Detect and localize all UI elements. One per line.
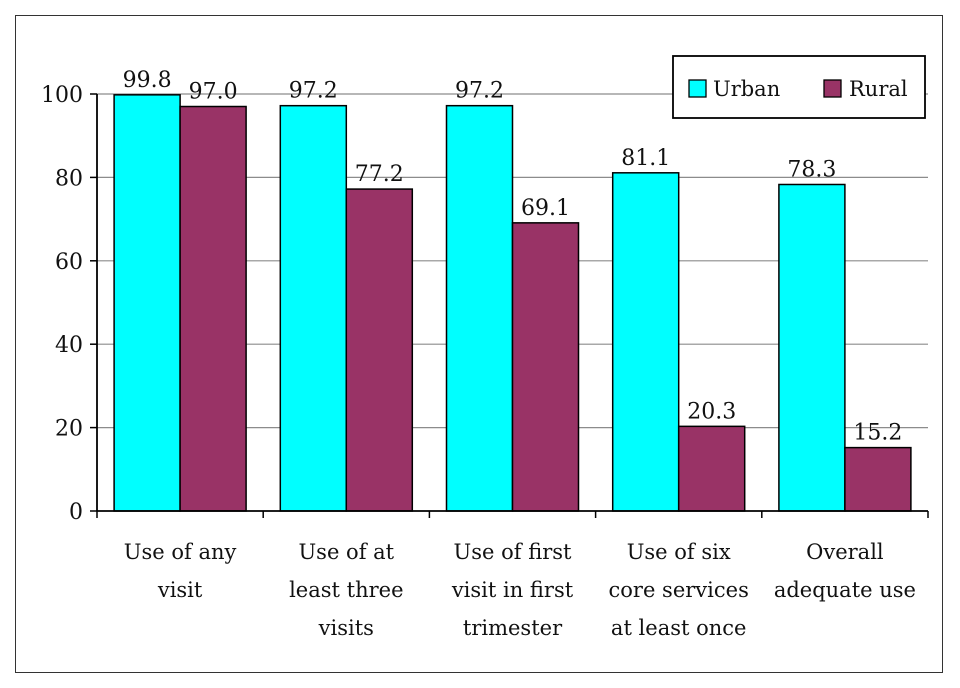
data-label: 77.2 (355, 162, 404, 187)
category-label: visits (318, 616, 374, 640)
bar-rural (511, 222, 580, 512)
data-label: 97.2 (455, 79, 504, 104)
category-label: Use of at (298, 540, 394, 564)
category-label: core services (609, 578, 749, 602)
y-tick-label: 40 (55, 333, 83, 358)
category-label: visit in first (451, 578, 574, 602)
data-label: 15.2 (853, 421, 902, 446)
category-label: visit (157, 578, 203, 602)
data-label: 97.0 (189, 80, 238, 105)
category-label: trimester (463, 616, 563, 640)
y-tick-label: 20 (55, 417, 83, 442)
legend-swatch-rural (823, 79, 842, 98)
data-label: 97.2 (289, 79, 338, 104)
legend-swatch-urban (688, 79, 707, 98)
bar-urban (778, 183, 846, 512)
category-label: Use of first (454, 540, 572, 564)
category-label: Overall (806, 540, 884, 564)
data-label: 69.1 (521, 196, 570, 221)
bar-rural (345, 188, 414, 512)
y-tick-label: 60 (55, 250, 83, 275)
bar-rural (844, 446, 912, 512)
category-label: Use of any (124, 540, 237, 564)
legend-box (672, 55, 926, 119)
legend-label: Rural (849, 77, 908, 101)
y-tick-label: 80 (55, 166, 83, 191)
category-label: least three (289, 578, 403, 602)
y-tick-label: 0 (69, 500, 83, 525)
bar-urban (445, 104, 514, 512)
bar-rural (677, 425, 746, 512)
data-label: 78.3 (787, 157, 836, 182)
legend-label: Urban (713, 77, 780, 101)
category-label: adequate use (774, 578, 916, 602)
data-label: 99.8 (123, 68, 172, 93)
bar-rural (179, 105, 247, 512)
data-label: 81.1 (621, 146, 670, 171)
category-label: at least once (611, 616, 747, 640)
bar-urban (279, 104, 348, 512)
bar-urban (611, 172, 680, 512)
bar-urban (113, 94, 181, 512)
data-label: 20.3 (687, 399, 736, 424)
y-tick-label: 100 (41, 83, 83, 108)
category-label: Use of six (627, 540, 731, 564)
